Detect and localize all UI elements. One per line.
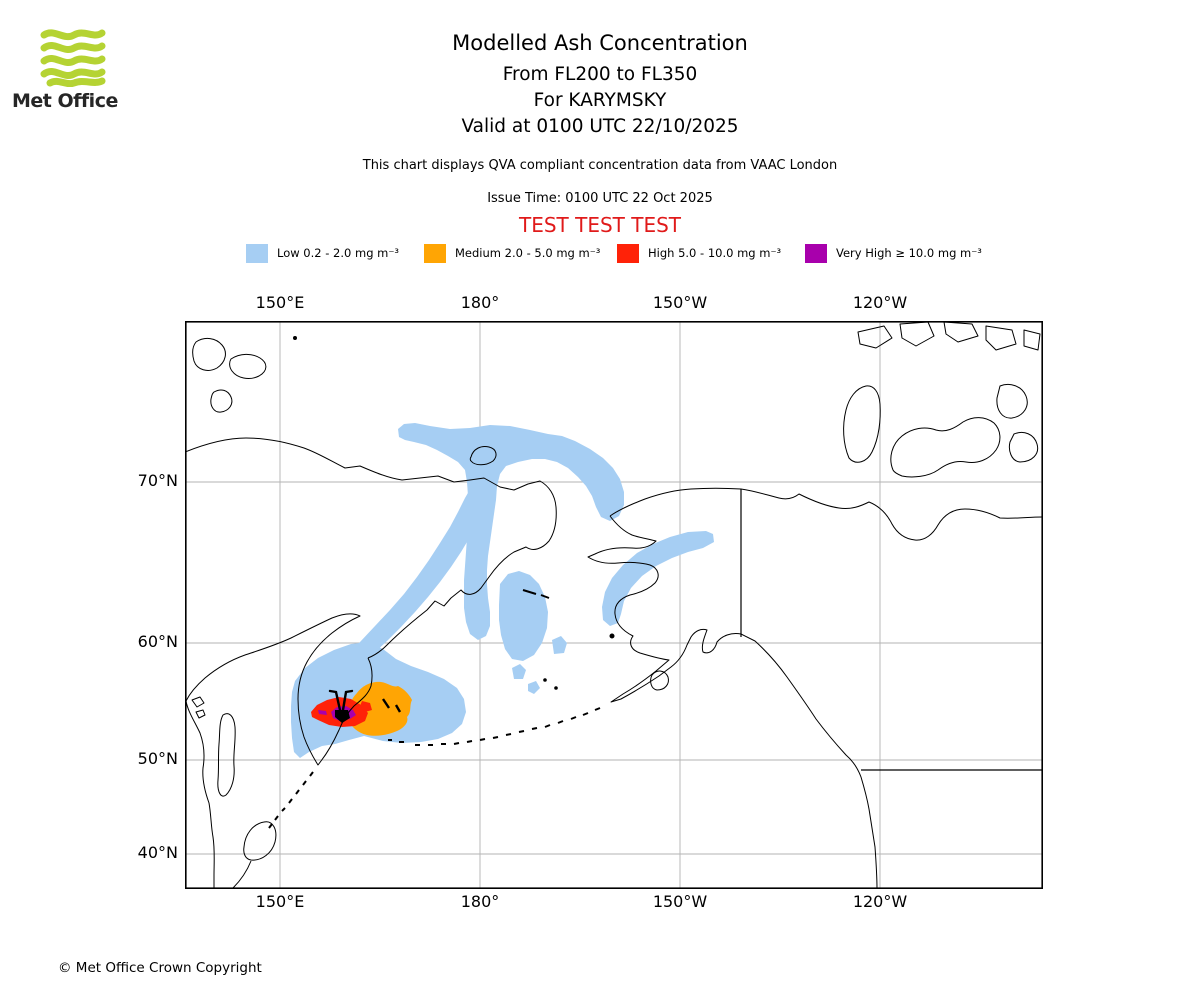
aleutian-islands-dots <box>388 707 601 746</box>
volcano-marker-rim <box>328 689 354 712</box>
coastline-victoria-island <box>890 417 1001 478</box>
x-tick-bottom-150e: 150°E <box>255 892 305 911</box>
qva-compliance-note: This chart displays QVA compliant concen… <box>362 158 838 173</box>
coastline-wrangel-island <box>469 446 497 466</box>
legend-label-low: Low 0.2 - 2.0 mg m⁻³ <box>277 246 400 260</box>
page-title: Modelled Ash Concentration <box>452 31 748 55</box>
legend-swatch-medium <box>424 243 446 263</box>
plume-inner-dashes <box>382 698 402 713</box>
volcano-marker-base <box>335 710 350 723</box>
kuril-islands-dots <box>268 771 314 829</box>
ash-plume-low-fragment-1 <box>512 664 526 679</box>
volcano-marker <box>328 689 354 723</box>
pribilof-dot-2 <box>554 686 558 690</box>
nunivak-island <box>609 633 615 639</box>
y-tick-70n: 70°N <box>137 471 178 490</box>
y-tick-40n: 40°N <box>137 843 178 862</box>
ash-plume-very-high-dash <box>318 710 327 715</box>
coastline-siberian-islands <box>192 337 267 413</box>
legend-item-high: High 5.0 - 10.0 mg m⁻³ <box>617 243 781 263</box>
x-tick-top-120w: 120°W <box>852 293 908 312</box>
x-tick-bottom-120w: 120°W <box>852 892 908 911</box>
coastline-north-america-arctic <box>609 487 1043 541</box>
x-tick-top-180: 180° <box>460 293 500 312</box>
flight-level-subtitle: From FL200 to FL350 <box>502 64 698 85</box>
coastline-honshu <box>232 860 252 889</box>
legend-item-very-high: Very High ≥ 10.0 mg m⁻³ <box>805 243 982 263</box>
political-borders <box>740 489 1043 771</box>
legend-item-low: Low 0.2 - 2.0 mg m⁻³ <box>246 243 399 263</box>
small-island-dot <box>293 336 297 340</box>
ash-plume-low-delta-patch <box>499 571 548 661</box>
legend-item-medium: Medium 2.0 - 5.0 mg m⁻³ <box>424 243 600 263</box>
ash-plume-low-fragment-2 <box>528 681 540 694</box>
coastline-arctic-archipelago <box>857 321 1041 463</box>
copyright: © Met Office Crown Copyright <box>58 960 262 976</box>
legend-label-very-high: Very High ≥ 10.0 mg m⁻³ <box>836 246 982 260</box>
coastline-hokkaido <box>243 821 277 861</box>
x-tick-top-150w: 150°W <box>652 293 708 312</box>
issue-time: Issue Time: 0100 UTC 22 Oct 2025 <box>487 191 713 206</box>
ash-plume-low-east-streak <box>602 531 714 626</box>
coastline-kodiak-island <box>650 670 669 691</box>
map-canvas <box>185 321 1043 889</box>
test-banner: TEST TEST TEST <box>518 213 681 237</box>
legend-swatch-low <box>246 243 268 263</box>
x-tick-bottom-180: 180° <box>460 892 500 911</box>
coastline-banks-island <box>843 385 881 463</box>
legend-label-medium: Medium 2.0 - 5.0 mg m⁻³ <box>455 246 601 260</box>
legend-swatch-very-high <box>805 243 827 263</box>
coastline-kamchatka-okhotsk <box>185 613 373 889</box>
pribilof-dot-1 <box>543 678 547 682</box>
y-tick-50n: 50°N <box>137 749 178 768</box>
volcano-subtitle: For KARYMSKY <box>533 90 667 111</box>
coastline-alaska-west-south <box>587 515 878 889</box>
x-tick-bottom-150w: 150°W <box>652 892 708 911</box>
coastline-sakhalin <box>217 713 236 797</box>
coastline-siberia-chukotka <box>185 437 557 659</box>
logo-wave-strokes <box>40 29 106 87</box>
legend-swatch-high <box>617 243 639 263</box>
ash-plume-high-spot <box>360 701 372 712</box>
coastlines <box>185 321 1043 889</box>
y-tick-60n: 60°N <box>137 632 178 651</box>
legend-label-high: High 5.0 - 10.0 mg m⁻³ <box>648 246 782 260</box>
x-tick-top-150e: 150°E <box>255 293 305 312</box>
coastline-shantar-islands <box>191 696 206 719</box>
map-border <box>185 321 1043 889</box>
st-lawrence-island <box>522 589 550 599</box>
ash-plume-low-fragment-3 <box>552 636 567 654</box>
met-office-logo-text: Met Office <box>12 90 118 112</box>
met-office-logo-icon <box>40 29 106 87</box>
ash-plume-medium <box>347 681 412 736</box>
valid-time-subtitle: Valid at 0100 UTC 22/10/2025 <box>461 116 739 137</box>
